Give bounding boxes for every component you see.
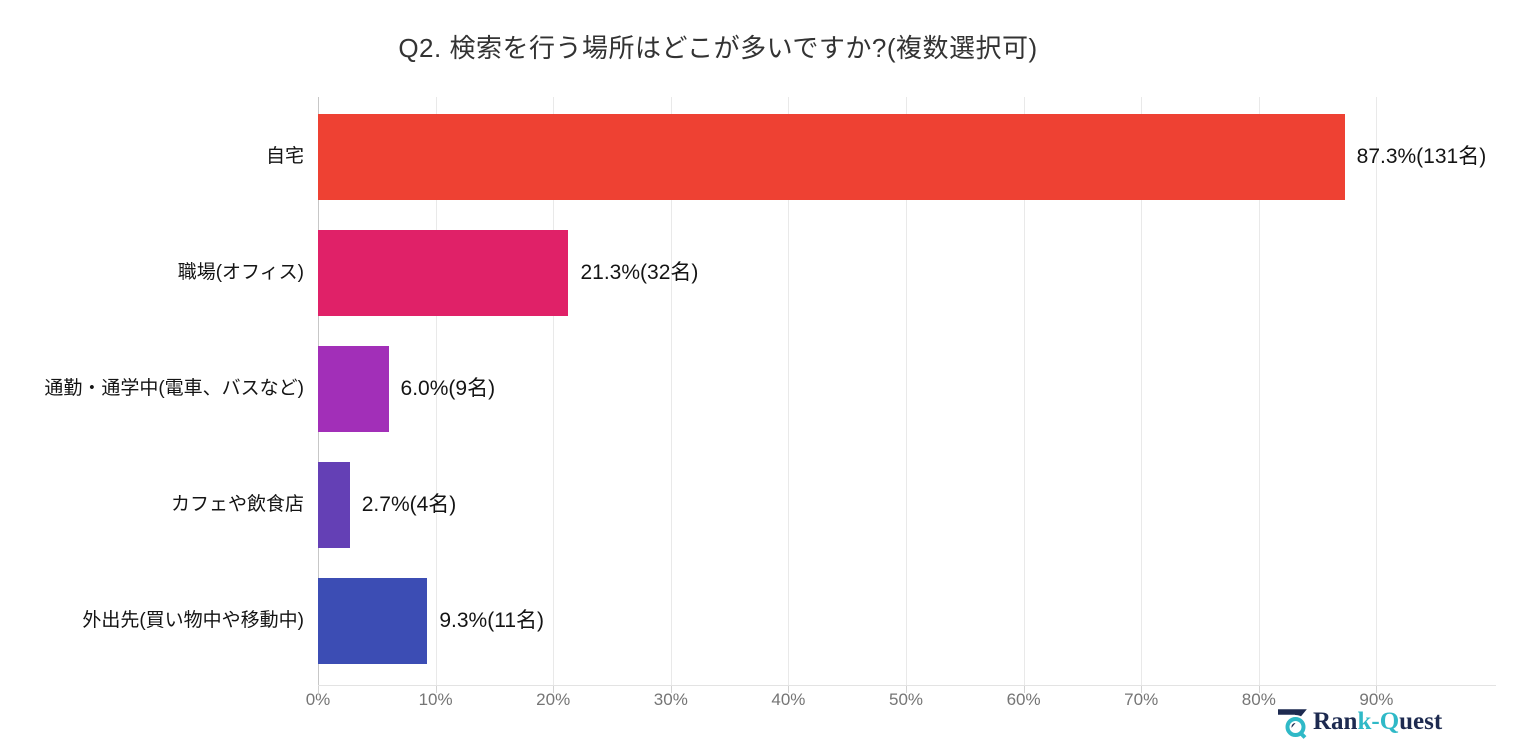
gridline — [1376, 97, 1378, 685]
x-axis-tick — [1376, 685, 1378, 693]
x-axis-tick — [1023, 685, 1025, 693]
rank-quest-logo-text: Rank-Quest — [1313, 704, 1442, 740]
rank-quest-logo: Rank-Quest — [1274, 704, 1442, 740]
gridline — [906, 97, 907, 685]
gridline — [1023, 97, 1025, 685]
gridline — [788, 97, 790, 685]
x-axis-tick — [670, 685, 672, 693]
logo-text-part: uest — [1399, 708, 1443, 735]
gridline — [1141, 97, 1143, 685]
category-label: 自宅 — [265, 146, 304, 167]
rank-quest-logo-icon — [1278, 709, 1308, 739]
x-axis-line — [318, 685, 1496, 686]
value-label: 9.3%(11名) — [439, 609, 545, 632]
logo-text-part: Ran — [1313, 708, 1358, 735]
chart-title: Q2. 検索を行う場所はどこが多いですか?(複数選択可) — [398, 33, 1038, 63]
x-axis-tick-label: 60% — [1006, 690, 1041, 709]
x-axis-tick — [435, 685, 437, 693]
bar — [318, 346, 389, 432]
x-axis-tick-label: 10% — [418, 690, 453, 709]
x-axis-tick-label: 70% — [1124, 690, 1159, 709]
x-axis-tick-label: 30% — [653, 690, 688, 709]
x-axis-tick-label: 80% — [1241, 690, 1276, 709]
x-axis-tick — [318, 685, 319, 693]
x-axis-tick — [1141, 685, 1143, 693]
value-label: 21.3%(32名) — [580, 261, 699, 284]
x-axis-tick — [553, 685, 555, 693]
value-label: 6.0%(9名) — [400, 377, 496, 400]
value-label: 87.3%(131名) — [1356, 145, 1487, 168]
x-axis-tick-label: 0% — [305, 690, 331, 709]
value-label: 2.7%(4名) — [361, 493, 457, 516]
bar — [318, 230, 569, 316]
category-label: 外出先(買い物中や移動中) — [82, 610, 304, 631]
gridline — [670, 97, 672, 685]
gridline — [553, 97, 555, 685]
x-axis-tick-label: 20% — [536, 690, 571, 709]
category-label: 職場(オフィス) — [177, 262, 304, 283]
bar — [318, 462, 350, 548]
x-axis-tick — [1258, 685, 1260, 693]
gridline — [435, 97, 437, 685]
bar — [318, 114, 1345, 200]
category-label: カフェや飲食店 — [170, 494, 304, 515]
bar — [318, 578, 428, 664]
logo-text-part: k-Q — [1357, 708, 1400, 735]
gridline — [1258, 97, 1260, 685]
x-axis-tick-label: 90% — [1359, 690, 1394, 709]
x-axis-tick — [906, 685, 907, 693]
category-label: 通勤・通学中(電車、バスなど) — [44, 378, 304, 399]
x-axis-tick — [788, 685, 790, 693]
x-axis-tick-label: 50% — [888, 690, 924, 709]
x-axis-tick-label: 40% — [771, 690, 806, 709]
